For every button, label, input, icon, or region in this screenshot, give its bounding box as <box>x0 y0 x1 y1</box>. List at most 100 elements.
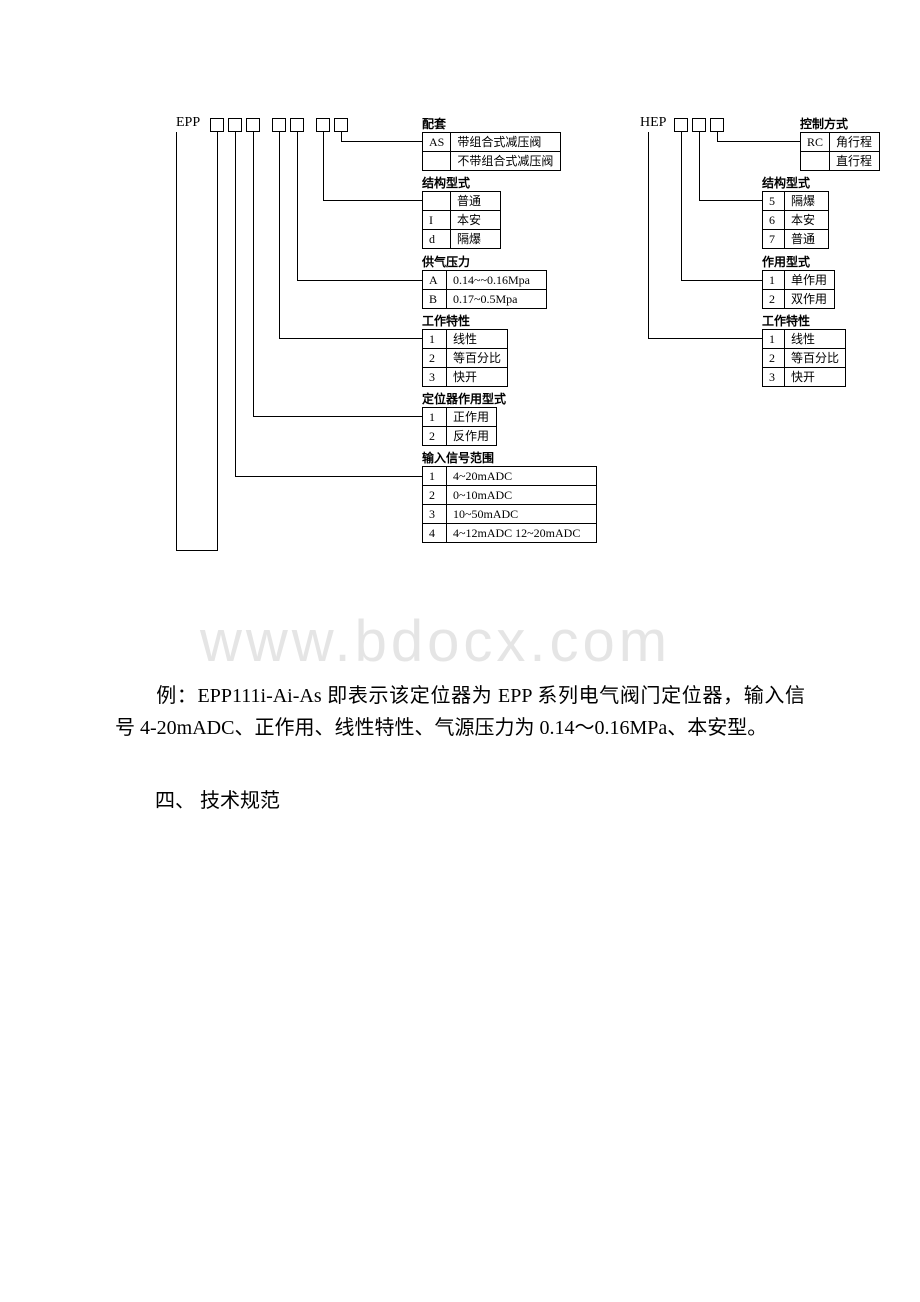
hep-conn-0-h <box>724 141 800 142</box>
hep-conn-2-v <box>681 132 682 280</box>
cell: 2 <box>763 349 785 368</box>
cell: 隔爆 <box>785 192 829 211</box>
cell: 0~10mADC <box>447 486 597 505</box>
cell: 5 <box>763 192 785 211</box>
epp-group-0-table: AS带组合式减压阀 不带组合式减压阀 <box>422 132 561 171</box>
epp-conn-5-h <box>235 476 422 477</box>
table-row: 3快开 <box>763 368 846 387</box>
cell: 4 <box>423 524 447 543</box>
table-row: 普通 <box>423 192 501 211</box>
table-row: I本安 <box>423 211 501 230</box>
epp-group-2-table: A0.14~~0.16Mpa B0.17~0.5Mpa <box>422 270 547 309</box>
cell: 0.14~~0.16Mpa <box>447 271 547 290</box>
epp-group-1-table: 普通 I本安 d隔爆 <box>422 191 501 249</box>
epp-group-0-title: 配套 <box>422 115 446 132</box>
epp-box-1 <box>228 118 242 132</box>
hep-conn-3-v <box>648 132 649 338</box>
cell: 线性 <box>447 330 508 349</box>
hep-conn-2-h <box>681 280 762 281</box>
hep-conn-3-h <box>648 338 762 339</box>
table-row: 44~12mADC 12~20mADC <box>423 524 597 543</box>
epp-group-4-table: 1正作用 2反作用 <box>422 407 497 446</box>
table-row: d隔爆 <box>423 230 501 249</box>
hep-group-1-table: 5隔爆 6本安 7普通 <box>762 191 829 249</box>
table-row: 7普通 <box>763 230 829 249</box>
epp-conn-1-v <box>323 132 324 200</box>
cell: A <box>423 271 447 290</box>
cell: 线性 <box>785 330 846 349</box>
hep-conn-1-v <box>699 132 700 200</box>
cell: 等百分比 <box>785 349 846 368</box>
hep-box-2 <box>710 118 724 132</box>
epp-group-5-title: 输入信号范围 <box>422 449 494 466</box>
hep-group-2-title: 作用型式 <box>762 253 810 270</box>
hep-group-2-table: 1单作用 2双作用 <box>762 270 835 309</box>
diagram-area: EPP HEP 配套 AS带组合式减压阀 不带组合式减压阀 结构型式 普通 I本… <box>0 0 920 700</box>
cell: 角行程 <box>830 133 880 152</box>
cell: 反作用 <box>447 427 497 446</box>
cell: 双作用 <box>785 290 835 309</box>
table-row: 2等百分比 <box>423 349 508 368</box>
cell: B <box>423 290 447 309</box>
cell <box>423 152 451 171</box>
cell: 3 <box>763 368 785 387</box>
cell: 1 <box>423 330 447 349</box>
epp-group-2-title: 供气压力 <box>422 253 470 270</box>
cell: 隔爆 <box>451 230 501 249</box>
table-row: B0.17~0.5Mpa <box>423 290 547 309</box>
epp-box-0 <box>210 118 224 132</box>
epp-box-4 <box>290 118 304 132</box>
epp-conn-6-h <box>176 550 218 551</box>
epp-model-prefix: EPP <box>176 115 200 131</box>
table-row: 6本安 <box>763 211 829 230</box>
cell: 本安 <box>785 211 829 230</box>
cell: 普通 <box>785 230 829 249</box>
cell: I <box>423 211 451 230</box>
epp-group-3-table: 1线性 2等百分比 3快开 <box>422 329 508 387</box>
section-heading-4: 四、 技术规范 <box>115 785 805 817</box>
epp-conn-3-v <box>279 132 280 338</box>
cell: 快开 <box>447 368 508 387</box>
cell: d <box>423 230 451 249</box>
epp-conn-5-v <box>235 132 236 476</box>
epp-group-3-title: 工作特性 <box>422 312 470 329</box>
hep-group-1-title: 结构型式 <box>762 174 810 191</box>
cell: 2 <box>763 290 785 309</box>
cell <box>801 152 830 171</box>
cell: 快开 <box>785 368 846 387</box>
hep-box-1 <box>692 118 706 132</box>
table-row: 20~10mADC <box>423 486 597 505</box>
cell: 3 <box>423 368 447 387</box>
epp-box-2 <box>246 118 260 132</box>
cell: AS <box>423 133 451 152</box>
table-row: 14~20mADC <box>423 467 597 486</box>
table-row: 310~50mADC <box>423 505 597 524</box>
hep-group-3-table: 1线性 2等百分比 3快开 <box>762 329 846 387</box>
epp-conn-2-h <box>297 280 422 281</box>
epp-box-5 <box>316 118 330 132</box>
epp-group-5-table: 14~20mADC 20~10mADC 310~50mADC 44~12mADC… <box>422 466 597 543</box>
table-row: 2双作用 <box>763 290 835 309</box>
epp-box-6 <box>334 118 348 132</box>
epp-box-3 <box>272 118 286 132</box>
table-row: 5隔爆 <box>763 192 829 211</box>
table-row: 不带组合式减压阀 <box>423 152 561 171</box>
cell: 7 <box>763 230 785 249</box>
cell: 0.17~0.5Mpa <box>447 290 547 309</box>
cell: 正作用 <box>447 408 497 427</box>
table-row: AS带组合式减压阀 <box>423 133 561 152</box>
cell: 直行程 <box>830 152 880 171</box>
hep-group-0-table: RC角行程 直行程 <box>800 132 880 171</box>
cell: 1 <box>763 271 785 290</box>
cell: RC <box>801 133 830 152</box>
cell: 2 <box>423 486 447 505</box>
table-row: 1正作用 <box>423 408 497 427</box>
table-row: 1单作用 <box>763 271 835 290</box>
cell: 本安 <box>451 211 501 230</box>
table-row: 1线性 <box>423 330 508 349</box>
epp-conn-3-h <box>279 338 422 339</box>
epp-conn-2-v <box>297 132 298 280</box>
cell: 2 <box>423 349 447 368</box>
cell: 10~50mADC <box>447 505 597 524</box>
table-row: RC角行程 <box>801 133 880 152</box>
